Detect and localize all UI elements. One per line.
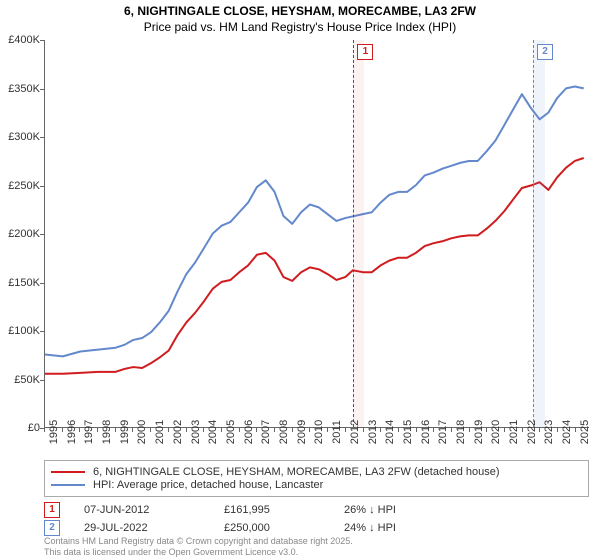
tx-diff: 24% ↓ HPI (344, 522, 589, 534)
tx-date: 29-JUL-2022 (84, 522, 224, 534)
shaded-region (533, 40, 545, 427)
x-tick-label: 1998 (101, 420, 113, 444)
x-tick-label: 2001 (154, 420, 166, 444)
x-tick-label: 1999 (119, 420, 131, 444)
x-tick-label: 1997 (83, 420, 95, 444)
copyright-line: Contains HM Land Registry data © Crown c… (44, 536, 353, 547)
y-tick-label: £200K (0, 228, 40, 240)
y-tick-label: £350K (0, 83, 40, 95)
x-tick-label: 2000 (136, 420, 148, 444)
x-tick-label: 2022 (526, 420, 538, 444)
x-tick-label: 2017 (437, 420, 449, 444)
x-tick-label: 2002 (172, 420, 184, 444)
series-line-price_paid (45, 158, 584, 374)
x-tick-label: 2024 (561, 420, 573, 444)
table-row: 2 29-JUL-2022 £250,000 24% ↓ HPI (44, 520, 589, 536)
x-tick-label: 1995 (48, 420, 60, 444)
x-tick-label: 1996 (66, 420, 78, 444)
title-block: 6, NIGHTINGALE CLOSE, HEYSHAM, MORECAMBE… (0, 4, 600, 34)
table-row: 1 07-JUN-2012 £161,995 26% ↓ HPI (44, 502, 589, 518)
x-tick-label: 2014 (384, 420, 396, 444)
x-tick-label: 2008 (278, 420, 290, 444)
line-svg (45, 40, 589, 427)
y-tick-label: £100K (0, 325, 40, 337)
copyright: Contains HM Land Registry data © Crown c… (44, 536, 353, 558)
y-tick-label: £0 (0, 422, 40, 434)
y-tick-label: £300K (0, 131, 40, 143)
x-tick-label: 2003 (190, 420, 202, 444)
x-tick-label: 2016 (420, 420, 432, 444)
tx-marker: 2 (44, 520, 60, 536)
plot-area: 12 (44, 40, 589, 428)
tx-marker: 1 (44, 502, 60, 518)
y-tick-label: £400K (0, 34, 40, 46)
x-tick-label: 2019 (473, 420, 485, 444)
shaded-region (353, 40, 364, 427)
legend-item: 6, NIGHTINGALE CLOSE, HEYSHAM, MORECAMBE… (51, 466, 582, 478)
tx-date: 07-JUN-2012 (84, 504, 224, 516)
y-tick-label: £50K (0, 374, 40, 386)
x-tick-label: 2004 (207, 420, 219, 444)
tx-price: £250,000 (224, 522, 344, 534)
chart-container: 6, NIGHTINGALE CLOSE, HEYSHAM, MORECAMBE… (0, 0, 600, 560)
transaction-table: 1 07-JUN-2012 £161,995 26% ↓ HPI 2 29-JU… (44, 500, 589, 538)
title-address: 6, NIGHTINGALE CLOSE, HEYSHAM, MORECAMBE… (0, 4, 600, 18)
legend-box: 6, NIGHTINGALE CLOSE, HEYSHAM, MORECAMBE… (44, 460, 589, 497)
x-tick-label: 2025 (579, 420, 591, 444)
x-tick-label: 2005 (225, 420, 237, 444)
legend-swatch (51, 471, 85, 473)
legend-swatch (51, 484, 85, 486)
tx-diff: 26% ↓ HPI (344, 504, 589, 516)
x-tick-label: 2013 (367, 420, 379, 444)
x-tick-label: 2015 (402, 420, 414, 444)
copyright-line: This data is licensed under the Open Gov… (44, 547, 353, 558)
y-tick-label: £150K (0, 277, 40, 289)
legend-label: 6, NIGHTINGALE CLOSE, HEYSHAM, MORECAMBE… (93, 466, 500, 478)
region-marker: 2 (537, 44, 553, 60)
x-tick-label: 2009 (296, 420, 308, 444)
title-subtitle: Price paid vs. HM Land Registry's House … (0, 20, 600, 34)
x-tick-label: 2007 (260, 420, 272, 444)
x-tick-label: 2023 (543, 420, 555, 444)
x-tick-label: 2011 (331, 420, 343, 444)
tx-price: £161,995 (224, 504, 344, 516)
x-tick-label: 2018 (455, 420, 467, 444)
y-tick-label: £250K (0, 180, 40, 192)
x-tick-label: 2012 (349, 420, 361, 444)
x-tick-label: 2006 (243, 420, 255, 444)
series-line-hpi (45, 86, 584, 356)
x-tick-label: 2021 (508, 420, 520, 444)
x-tick-label: 2020 (490, 420, 502, 444)
legend-item: HPI: Average price, detached house, Lanc… (51, 479, 582, 491)
region-marker: 1 (357, 44, 373, 60)
x-tick-label: 2010 (313, 420, 325, 444)
legend-label: HPI: Average price, detached house, Lanc… (93, 479, 323, 491)
